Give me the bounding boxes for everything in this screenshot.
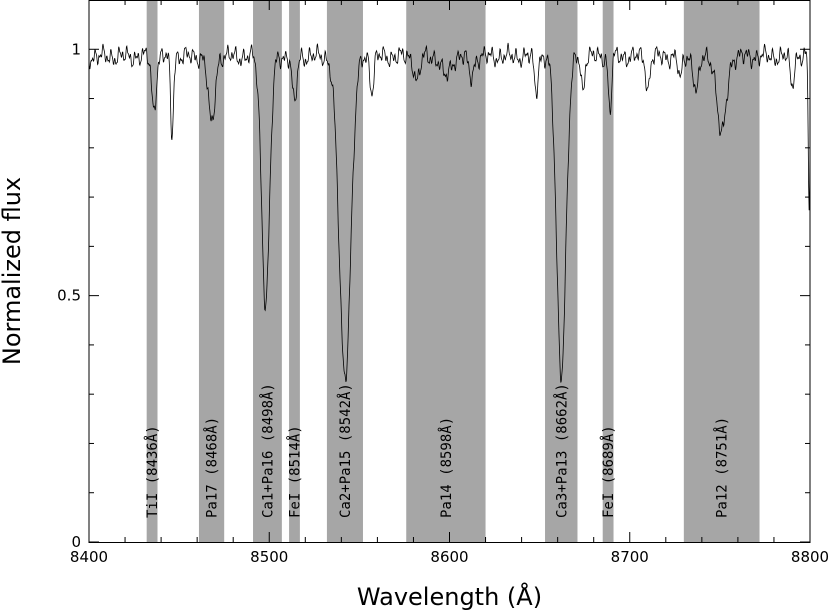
highlight-band (406, 0, 486, 542)
band-label: Ca3+Pa13 (8662Å) (553, 383, 570, 518)
band-label: FeI (8689Å) (600, 425, 617, 518)
highlight-band (289, 0, 300, 542)
y-tick-label: 0.5 (57, 287, 81, 305)
y-axis-title: Normalized flux (0, 177, 26, 365)
axis-ticks: 8400 8500 8600 8700 8800 0 0.5 1 (57, 0, 829, 566)
band-label: Pa14 (8598Å) (438, 417, 455, 518)
spectrum-line (88, 42, 811, 383)
band-label: Ca2+Pa15 (8542Å) (337, 383, 354, 518)
band-label: Pa12 (8751Å) (714, 417, 731, 518)
x-tick-label: 8500 (250, 548, 288, 566)
spectrum-series (88, 42, 811, 383)
band-label: TiI (8436Å) (144, 425, 161, 518)
x-axis-title: Wavelength (Å) (357, 582, 542, 611)
highlight-band (602, 0, 614, 542)
band-labels: TiI (8436Å) Pa17 (8468Å) Ca1+Pa16 (8498Å) F… (144, 383, 731, 518)
y-tick-label: 0 (71, 533, 81, 551)
band-label: FeI (8514Å) (286, 425, 303, 518)
highlight-band (545, 0, 578, 542)
highlight-band (146, 0, 158, 542)
x-tick-label: 8800 (791, 548, 829, 566)
x-tick-label: 8700 (611, 548, 649, 566)
y-tick-label: 1 (71, 40, 81, 58)
band-label: Pa17 (8468Å) (204, 417, 221, 518)
highlight-bands (146, 0, 760, 542)
band-label: Ca1+Pa16 (8498Å) (259, 383, 276, 518)
highlight-band (198, 0, 225, 542)
x-tick-label: 8400 (70, 548, 108, 566)
x-tick-label: 8600 (430, 548, 468, 566)
